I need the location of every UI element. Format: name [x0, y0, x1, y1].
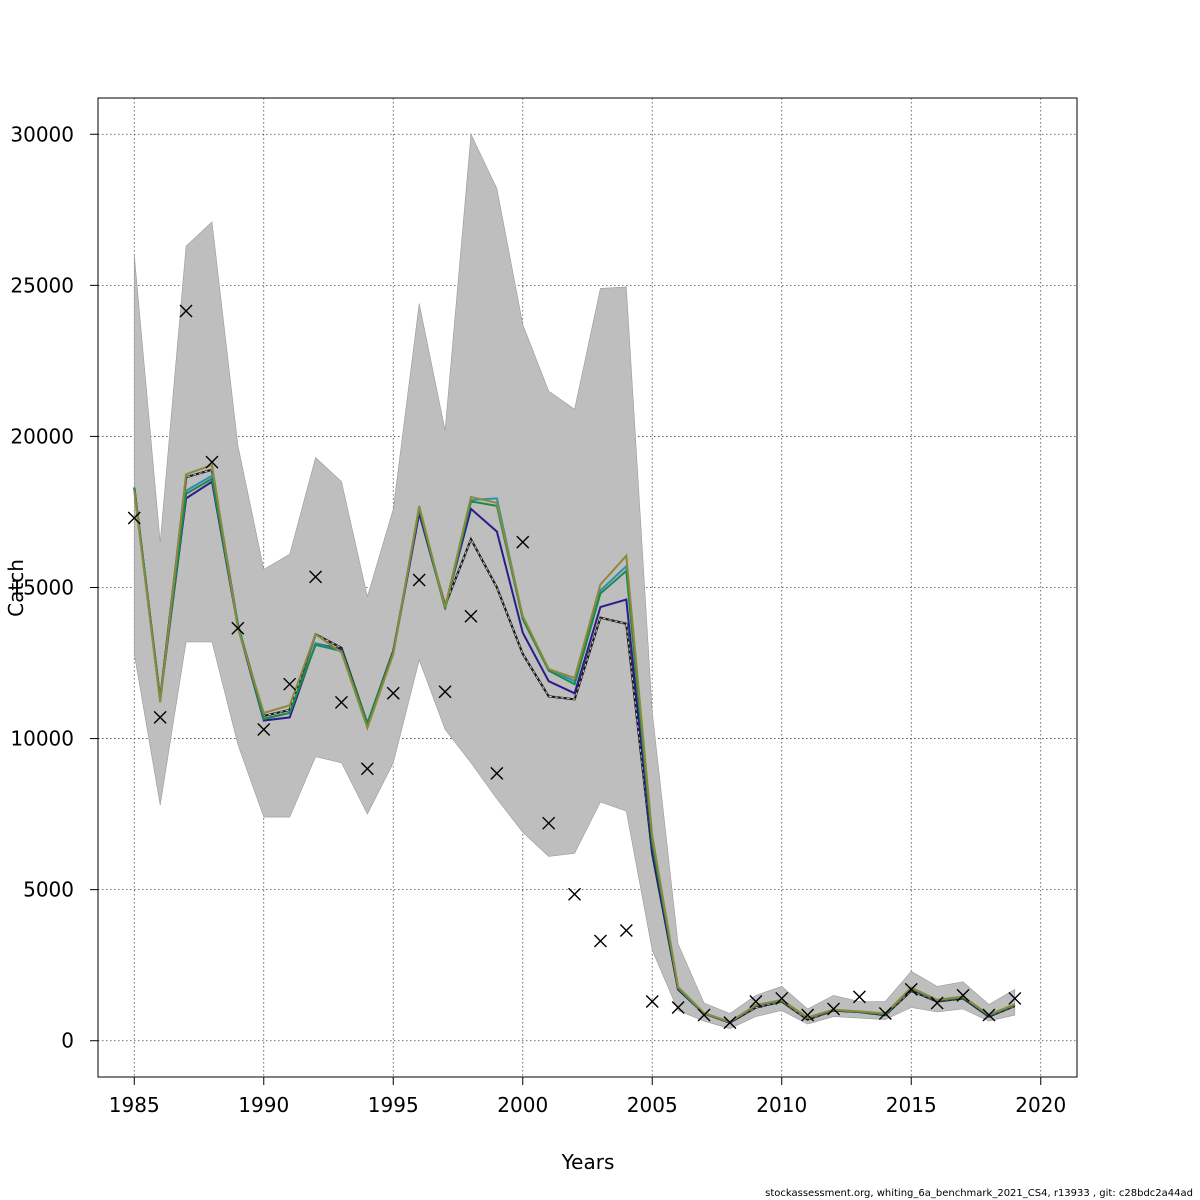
observed-point-stroke: [360, 762, 374, 776]
x-tick-label: 1985: [109, 1093, 160, 1117]
observed-point-stroke: [852, 990, 866, 1004]
x-tick-label: 1995: [368, 1093, 419, 1117]
observed-point: [542, 816, 556, 830]
confidence-band: [134, 133, 1016, 1030]
observed-point-stroke: [334, 695, 348, 709]
observed-point: [360, 762, 374, 776]
observed-point: [516, 535, 530, 549]
observed-point-stroke: [801, 1008, 815, 1022]
observed-point-stroke: [723, 1016, 737, 1030]
observed-point-stroke: [231, 621, 245, 635]
x-tick-label: 2000: [497, 1093, 548, 1117]
observed-point-stroke: [283, 677, 297, 691]
observed-point: [930, 996, 944, 1010]
x-tick-label: 2010: [756, 1093, 807, 1117]
observed-point: [904, 982, 918, 996]
observed-point-stroke: [542, 816, 556, 830]
observed-point-stroke: [386, 686, 400, 700]
series-line-5: [133, 463, 1016, 1024]
observed-point-stroke: [956, 988, 970, 1002]
y-tick-label: 25000: [10, 273, 74, 297]
observed-point: [827, 1002, 841, 1016]
observed-point-stroke: [568, 887, 582, 901]
observed-point: [749, 994, 763, 1008]
series-layer: [133, 463, 1016, 1024]
observed-point-stroke: [645, 994, 659, 1008]
observed-point-stroke: [671, 1001, 685, 1014]
observed-point-stroke: [464, 609, 478, 623]
observed-point: [982, 1008, 996, 1022]
observed-points-layer: [127, 304, 1022, 1030]
confidence-band-layer: [134, 133, 1016, 1030]
observed-point: [179, 304, 193, 318]
observed-point-stroke: [179, 304, 193, 318]
y-tick-label: 5000: [23, 878, 74, 902]
observed-point-stroke: [878, 1007, 892, 1021]
observed-point: [334, 695, 348, 709]
observed-point: [671, 1001, 685, 1014]
observed-point: [412, 573, 426, 587]
y-axis-title: Catch: [4, 559, 28, 617]
observed-point-stroke: [257, 723, 271, 737]
observed-point-stroke: [309, 570, 323, 584]
observed-point: [490, 766, 504, 780]
observed-point: [956, 988, 970, 1002]
x-axis-title: Years: [561, 1150, 615, 1174]
observed-point: [386, 686, 400, 700]
x-tick-label: 1990: [238, 1093, 289, 1117]
observed-point: [309, 570, 323, 584]
y-tick-label: 15000: [10, 576, 74, 600]
observed-point-stroke: [412, 573, 426, 587]
y-tick-label: 30000: [10, 122, 74, 146]
observed-point: [464, 609, 478, 623]
observed-point: [852, 990, 866, 1004]
observed-point: [645, 994, 659, 1008]
observed-point: [568, 887, 582, 901]
observed-point: [257, 723, 271, 737]
observed-point: [1008, 991, 1022, 1005]
observed-point-stroke: [438, 685, 452, 699]
observed-point-stroke: [127, 511, 141, 525]
observed-point: [775, 991, 789, 1005]
observed-point-stroke: [619, 923, 633, 937]
observed-point: [153, 710, 167, 724]
observed-point-stroke: [827, 1002, 841, 1016]
observed-point-stroke: [153, 710, 167, 724]
observed-point: [801, 1008, 815, 1022]
observed-point-stroke: [775, 991, 789, 1005]
observed-point: [231, 621, 245, 635]
x-axis: 1985 1990 1995 2000 2005 2010 2015 2020: [109, 1077, 1066, 1117]
observed-point-stroke: [205, 455, 219, 469]
x-tick-label: 2005: [627, 1093, 678, 1117]
observed-point: [127, 511, 141, 525]
observed-point: [619, 923, 633, 937]
observed-point-stroke: [490, 766, 504, 780]
observed-point: [723, 1016, 737, 1030]
footer-note: stockassessment.org, whiting_6a_benchmar…: [765, 1188, 1193, 1199]
observed-point-stroke: [930, 996, 944, 1010]
x-tick-label: 2020: [1015, 1093, 1066, 1117]
x-tick-label: 2015: [886, 1093, 937, 1117]
observed-point: [593, 934, 607, 948]
observed-point-stroke: [904, 982, 918, 996]
observed-point-stroke: [516, 535, 530, 549]
observed-point-stroke: [697, 1008, 711, 1022]
observed-point: [878, 1007, 892, 1021]
observed-point: [283, 677, 297, 691]
observed-point-stroke: [749, 994, 763, 1008]
y-axis: 0 5000 10000 15000 20000 25000 30000: [10, 122, 98, 1053]
observed-point: [438, 685, 452, 699]
observed-point-stroke: [982, 1008, 996, 1022]
observed-point-stroke: [1008, 991, 1022, 1005]
observed-point: [205, 455, 219, 469]
y-tick-label: 0: [61, 1029, 74, 1053]
y-tick-label: 20000: [10, 424, 74, 448]
observed-point: [697, 1008, 711, 1022]
observed-point-stroke: [593, 934, 607, 948]
y-tick-label: 10000: [10, 727, 74, 751]
